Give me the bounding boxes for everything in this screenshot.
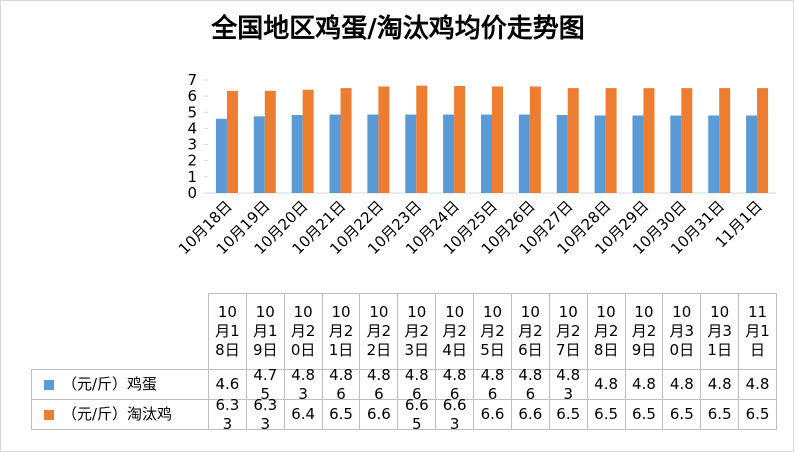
table-header: 10月20日 xyxy=(283,293,323,370)
table-value: 6.6 xyxy=(473,399,512,430)
table-value: 6.5 xyxy=(624,399,664,430)
table-value: 6.6 xyxy=(510,399,550,430)
legend-cell: （元/斤）鸡蛋 xyxy=(31,369,209,400)
bar xyxy=(567,88,579,193)
table-value: 6.63 xyxy=(435,396,475,433)
bar xyxy=(367,114,379,193)
bar xyxy=(492,86,503,193)
table-header: 10月26日 xyxy=(510,293,550,370)
bar xyxy=(291,115,303,193)
bar xyxy=(757,88,769,193)
table-value: 6.4 xyxy=(283,399,323,430)
table-value: 4.83 xyxy=(548,366,588,403)
table-header: 10月25日 xyxy=(473,293,512,370)
bar xyxy=(443,114,455,193)
table-value: 6.6 xyxy=(359,399,399,430)
table-value: 4.8 xyxy=(700,369,740,400)
bar xyxy=(340,88,352,193)
y-tick-label: 1 xyxy=(187,168,197,186)
table-value: 4.8 xyxy=(624,369,664,400)
bar xyxy=(632,115,644,193)
table-value: 4.86 xyxy=(359,366,399,403)
y-tick-label: 3 xyxy=(187,136,197,154)
table-value: 6.5 xyxy=(738,399,777,430)
bar xyxy=(681,88,693,193)
table-header: 10月22日 xyxy=(359,293,399,370)
table-header: 10月28日 xyxy=(586,293,626,370)
bar xyxy=(481,114,492,193)
bar xyxy=(302,89,314,193)
bar xyxy=(405,114,417,193)
y-tick-label: 6 xyxy=(187,87,197,105)
bar xyxy=(378,86,390,193)
legend-cell: （元/斤）淘汰鸡 xyxy=(31,399,209,430)
legend-label: （元/斤）鸡蛋 xyxy=(62,375,158,393)
y-tick-label: 2 xyxy=(187,152,197,170)
table-value: 6.33 xyxy=(245,396,285,433)
bar xyxy=(264,90,276,193)
bar xyxy=(556,115,568,193)
bar xyxy=(215,118,227,193)
table-header: 11月1日 xyxy=(738,293,777,370)
y-tick-label: 7 xyxy=(187,71,197,89)
table-header: 10月31日 xyxy=(700,293,740,370)
legend-swatch xyxy=(44,409,54,420)
table-header: 10月30日 xyxy=(662,293,702,370)
y-tick-label: 4 xyxy=(187,119,197,137)
legend-swatch xyxy=(44,379,54,390)
table-header: 10月24日 xyxy=(435,293,475,370)
legend-label: （元/斤）淘汰鸡 xyxy=(62,405,173,423)
table-value: 4.8 xyxy=(662,369,702,400)
table-value: 6.5 xyxy=(586,399,626,430)
bar xyxy=(643,88,655,193)
bar xyxy=(454,85,466,193)
table-value: 4.86 xyxy=(473,366,512,403)
table-value: 6.5 xyxy=(662,399,702,430)
bar xyxy=(253,116,265,193)
table-value: 4.86 xyxy=(510,366,550,403)
bar xyxy=(518,114,530,193)
bar xyxy=(746,115,758,193)
table-header: 10月23日 xyxy=(397,293,437,370)
table-value: 6.33 xyxy=(208,396,247,433)
bar xyxy=(594,115,606,193)
bar xyxy=(719,88,731,193)
bar xyxy=(708,115,720,193)
table-header: 10月19日 xyxy=(245,293,285,370)
table-value: 4.86 xyxy=(321,366,361,403)
table-value: 6.5 xyxy=(548,399,588,430)
table-header: 10月27日 xyxy=(548,293,588,370)
table-value: 4.8 xyxy=(586,369,626,400)
y-tick-label: 5 xyxy=(187,103,197,121)
bar xyxy=(226,90,238,193)
table-value: 6.5 xyxy=(321,399,361,430)
table-header: 10月29日 xyxy=(624,293,664,370)
table-header: 10月18日 xyxy=(208,293,247,370)
table-value: 6.65 xyxy=(397,396,437,433)
table-header: 10月21日 xyxy=(321,293,361,370)
table-value: 4.83 xyxy=(283,366,323,403)
bar xyxy=(605,88,617,193)
bar xyxy=(670,115,682,193)
y-tick-label: 0 xyxy=(187,184,197,202)
bar xyxy=(416,85,428,193)
table-value: 6.5 xyxy=(700,399,740,430)
table-value: 4.8 xyxy=(738,369,777,400)
chart-title: 全国地区鸡蛋/淘汰鸡均价走势图 xyxy=(210,13,585,44)
bar xyxy=(329,114,341,193)
bar xyxy=(529,86,541,193)
